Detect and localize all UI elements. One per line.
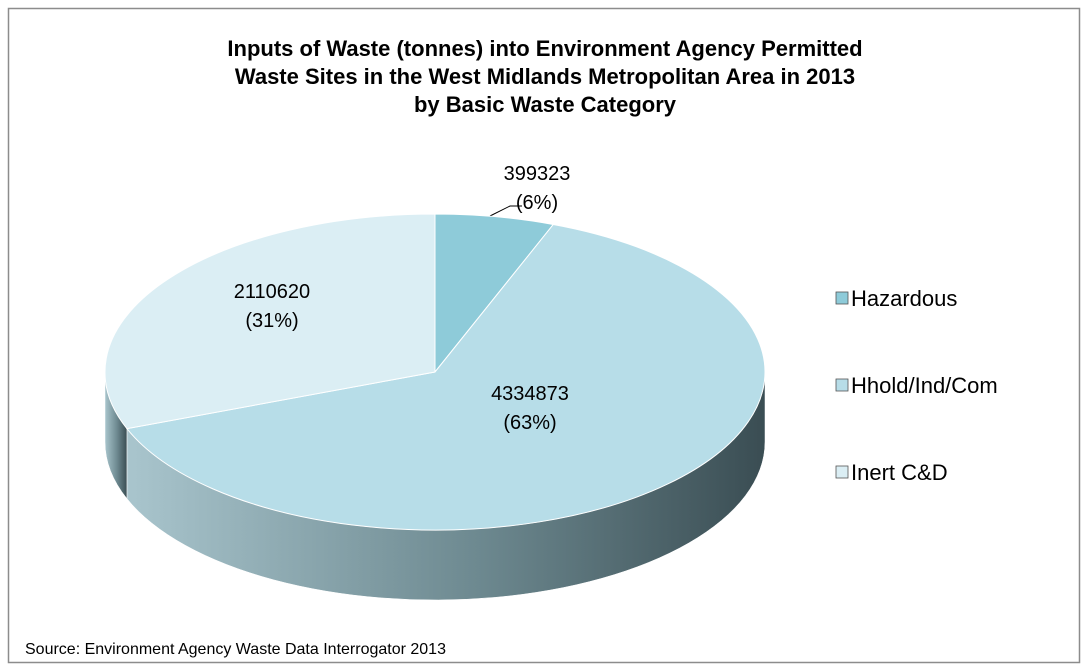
legend-label: Hazardous (851, 286, 957, 311)
data-label: 399323 (504, 163, 571, 185)
data-label: 4334873 (491, 383, 569, 405)
data-label: (63%) (503, 412, 556, 434)
pie-slice (104, 213, 436, 430)
pie-slice (126, 223, 766, 531)
legend-swatch (835, 291, 849, 305)
source-note: Source: Environment Agency Waste Data In… (25, 641, 446, 658)
legend-swatch (835, 465, 849, 479)
pie (104, 213, 766, 601)
chart-title: Waste Sites in the West Midlands Metropo… (235, 64, 855, 89)
legend-swatch (835, 378, 849, 392)
data-label: (6%) (516, 192, 558, 214)
legend-label: Inert C&D (851, 460, 948, 485)
leader-line (489, 205, 522, 217)
chart-title: Inputs of Waste (tonnes) into Environmen… (227, 36, 862, 61)
data-label: (31%) (245, 310, 298, 332)
data-label: 2110620 (234, 281, 310, 303)
chart-title: by Basic Waste Category (414, 92, 677, 117)
legend-label: Hhold/Ind/Com (851, 373, 998, 398)
